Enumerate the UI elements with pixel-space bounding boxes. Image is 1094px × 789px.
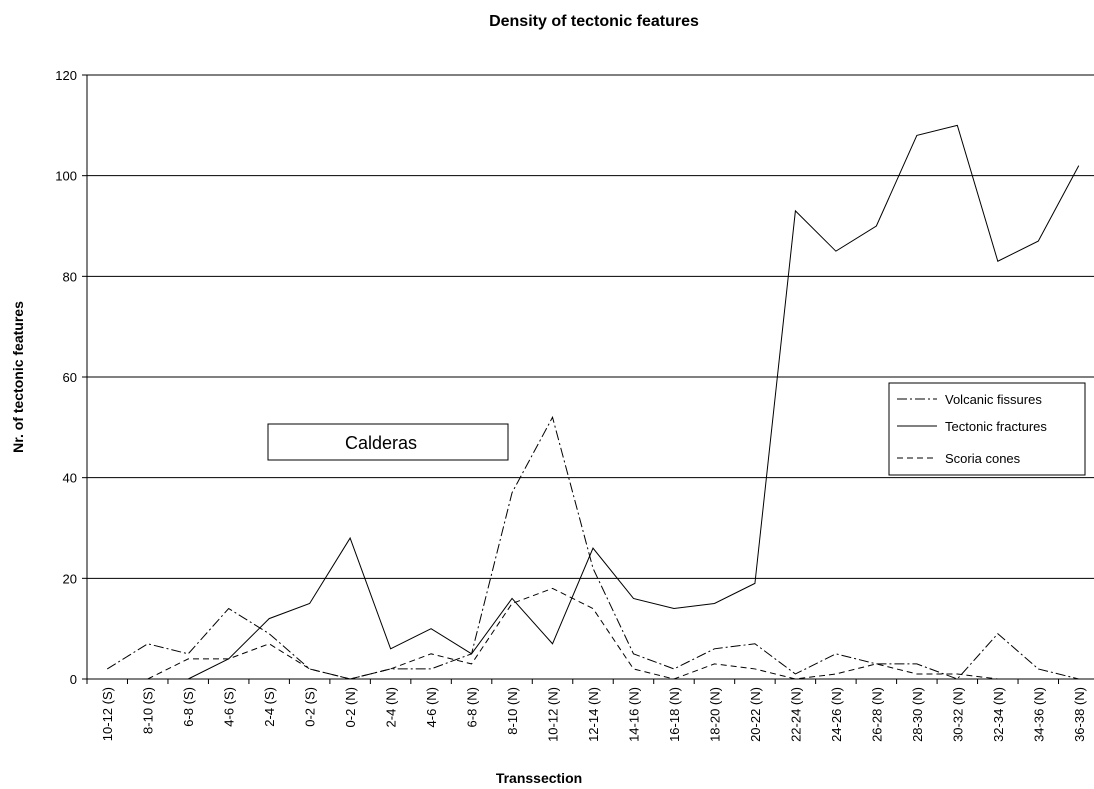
calderas-annotation: Calderas <box>267 423 509 461</box>
legend-label-tectonic-fractures: Tectonic fractures <box>945 419 1047 434</box>
legend-label-volcanic-fissures: Volcanic fissures <box>945 392 1042 407</box>
x-tick-label: 20-22 (N) <box>748 687 763 742</box>
series-lines <box>106 124 1080 680</box>
x-tick-label: 24-26 (N) <box>829 687 844 742</box>
x-axis-title: Transsection <box>496 770 582 786</box>
y-axis-title: Nr. of tectonic features <box>10 301 26 453</box>
x-tick-label: 0-2 (N) <box>343 687 358 727</box>
calderas-box <box>267 423 509 461</box>
x-tick-labels: 10-12 (S) 8-10 (S) 6-8 (S) 4-6 (S) 2-4 (S) 0-… <box>86 679 1087 742</box>
x-tick-label: 18-20 (N) <box>707 687 722 742</box>
x-tick-label: 22-24 (N) <box>788 687 803 742</box>
x-tick-label: 36-38 (N) <box>1072 687 1087 742</box>
legend-box <box>888 382 1086 476</box>
y-tick-label: 80 <box>63 269 77 284</box>
chart-title: Density of tectonic features <box>489 13 699 30</box>
plot-frame <box>86 74 1094 680</box>
y-tick-labels: 0 20 40 60 80 100 120 <box>55 68 87 687</box>
series-line-tectonic-fractures <box>187 124 1080 680</box>
y-tick-label: 120 <box>55 68 77 83</box>
x-tick-label: 4-6 (S) <box>222 687 237 727</box>
calderas-label: Calderas <box>345 433 417 453</box>
y-tick-label: 40 <box>63 471 77 486</box>
legend-label-scoria-cones: Scoria cones <box>945 451 1021 466</box>
series-line-volcanic-fissures <box>106 415 1079 680</box>
y-gridlines <box>87 175 1094 579</box>
x-tick-label: 8-10 (S) <box>141 687 156 734</box>
y-tick-label: 0 <box>70 672 77 687</box>
x-tick-label: 34-36 (N) <box>1031 687 1046 742</box>
y-tick-label: 20 <box>63 571 77 586</box>
x-tick-label: 32-34 (N) <box>991 687 1006 742</box>
x-tick-label: 16-18 (N) <box>667 687 682 742</box>
x-tick-label: 2-4 (N) <box>384 687 399 727</box>
series-line-scoria-cones <box>147 587 998 680</box>
x-tick-label: 2-4 (S) <box>262 687 277 727</box>
x-tick-label: 28-30 (N) <box>910 687 925 742</box>
x-tick-label: 26-28 (N) <box>869 687 884 742</box>
x-tick-label: 10-12 (N) <box>546 687 561 742</box>
x-tick-label: 10-12 (S) <box>100 687 115 741</box>
x-tick-label: 6-8 (N) <box>465 687 480 727</box>
legend: Volcanic fissures Tectonic fractures Sco… <box>888 382 1086 476</box>
x-tick-label: 30-32 (N) <box>950 687 965 742</box>
x-tick-label: 4-6 (N) <box>424 687 439 727</box>
y-tick-label: 100 <box>55 169 77 184</box>
x-tick-label: 8-10 (N) <box>505 687 520 735</box>
x-tick-label: 6-8 (S) <box>181 687 196 727</box>
y-tick-label: 60 <box>63 370 77 385</box>
x-tick-label: 12-14 (N) <box>586 687 601 742</box>
x-tick-label: 0-2 (S) <box>303 687 318 727</box>
x-tick-label: 14-16 (N) <box>626 687 641 742</box>
